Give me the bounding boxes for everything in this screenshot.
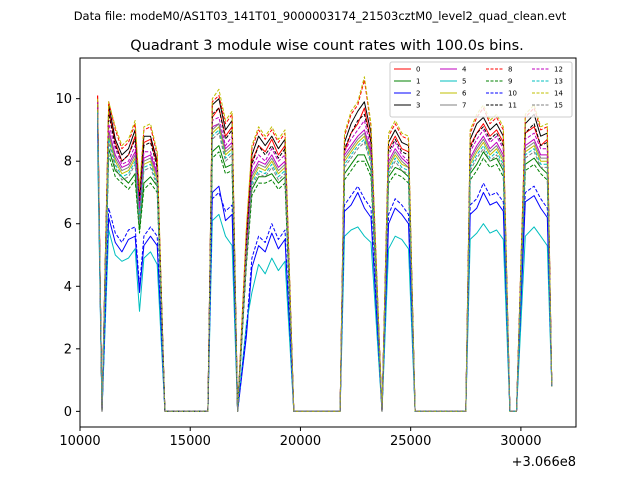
legend-label-3: 3	[416, 102, 420, 110]
legend-label-5: 5	[462, 78, 466, 86]
legend-label-1: 1	[416, 78, 420, 86]
x-tick-label: 25000	[390, 434, 431, 449]
y-tick-label: 10	[55, 92, 72, 107]
x-tick-label: 10000	[59, 434, 100, 449]
legend-box	[389, 61, 573, 118]
series-line-14	[97, 76, 553, 412]
x-tick-label: 15000	[170, 434, 211, 449]
legend-label-11: 11	[508, 102, 517, 110]
x-tick-label: 20000	[280, 434, 321, 449]
x-axis: 10000 15000 20000 25000 30000	[59, 427, 542, 449]
legend-label-12: 12	[554, 66, 563, 74]
chart-suptitle: Data file: modeM0/AS1T03_141T01_90000031…	[74, 9, 567, 23]
y-axis: 0 2 4 6 8 10	[55, 92, 80, 420]
x-offset-label: +3.066e8	[512, 455, 576, 470]
series-line-15	[97, 114, 553, 412]
x-tick-label: 30000	[500, 434, 541, 449]
series-line-13	[97, 111, 553, 412]
legend-label-6: 6	[462, 90, 467, 98]
series-line-9	[97, 120, 553, 412]
legend-label-9: 9	[508, 78, 512, 86]
legend-label-14: 14	[554, 90, 563, 98]
legend-label-7: 7	[462, 102, 466, 110]
plot-frame	[79, 57, 577, 428]
y-tick-label: 0	[64, 405, 72, 420]
chart-title: Quadrant 3 module wise count rates with …	[130, 38, 524, 54]
legend-label-13: 13	[554, 78, 563, 86]
y-tick-label: 6	[64, 217, 72, 232]
legend-label-8: 8	[508, 66, 512, 74]
y-tick-label: 8	[64, 155, 72, 170]
legend-label-0: 0	[416, 66, 420, 74]
legend-label-4: 4	[462, 66, 467, 74]
y-tick-label: 2	[64, 342, 72, 357]
legend-label-10: 10	[508, 90, 517, 98]
legend-label-15: 15	[554, 102, 563, 110]
plot-lines	[97, 76, 553, 412]
y-tick-label: 4	[64, 280, 72, 295]
legend-label-2: 2	[416, 90, 420, 98]
